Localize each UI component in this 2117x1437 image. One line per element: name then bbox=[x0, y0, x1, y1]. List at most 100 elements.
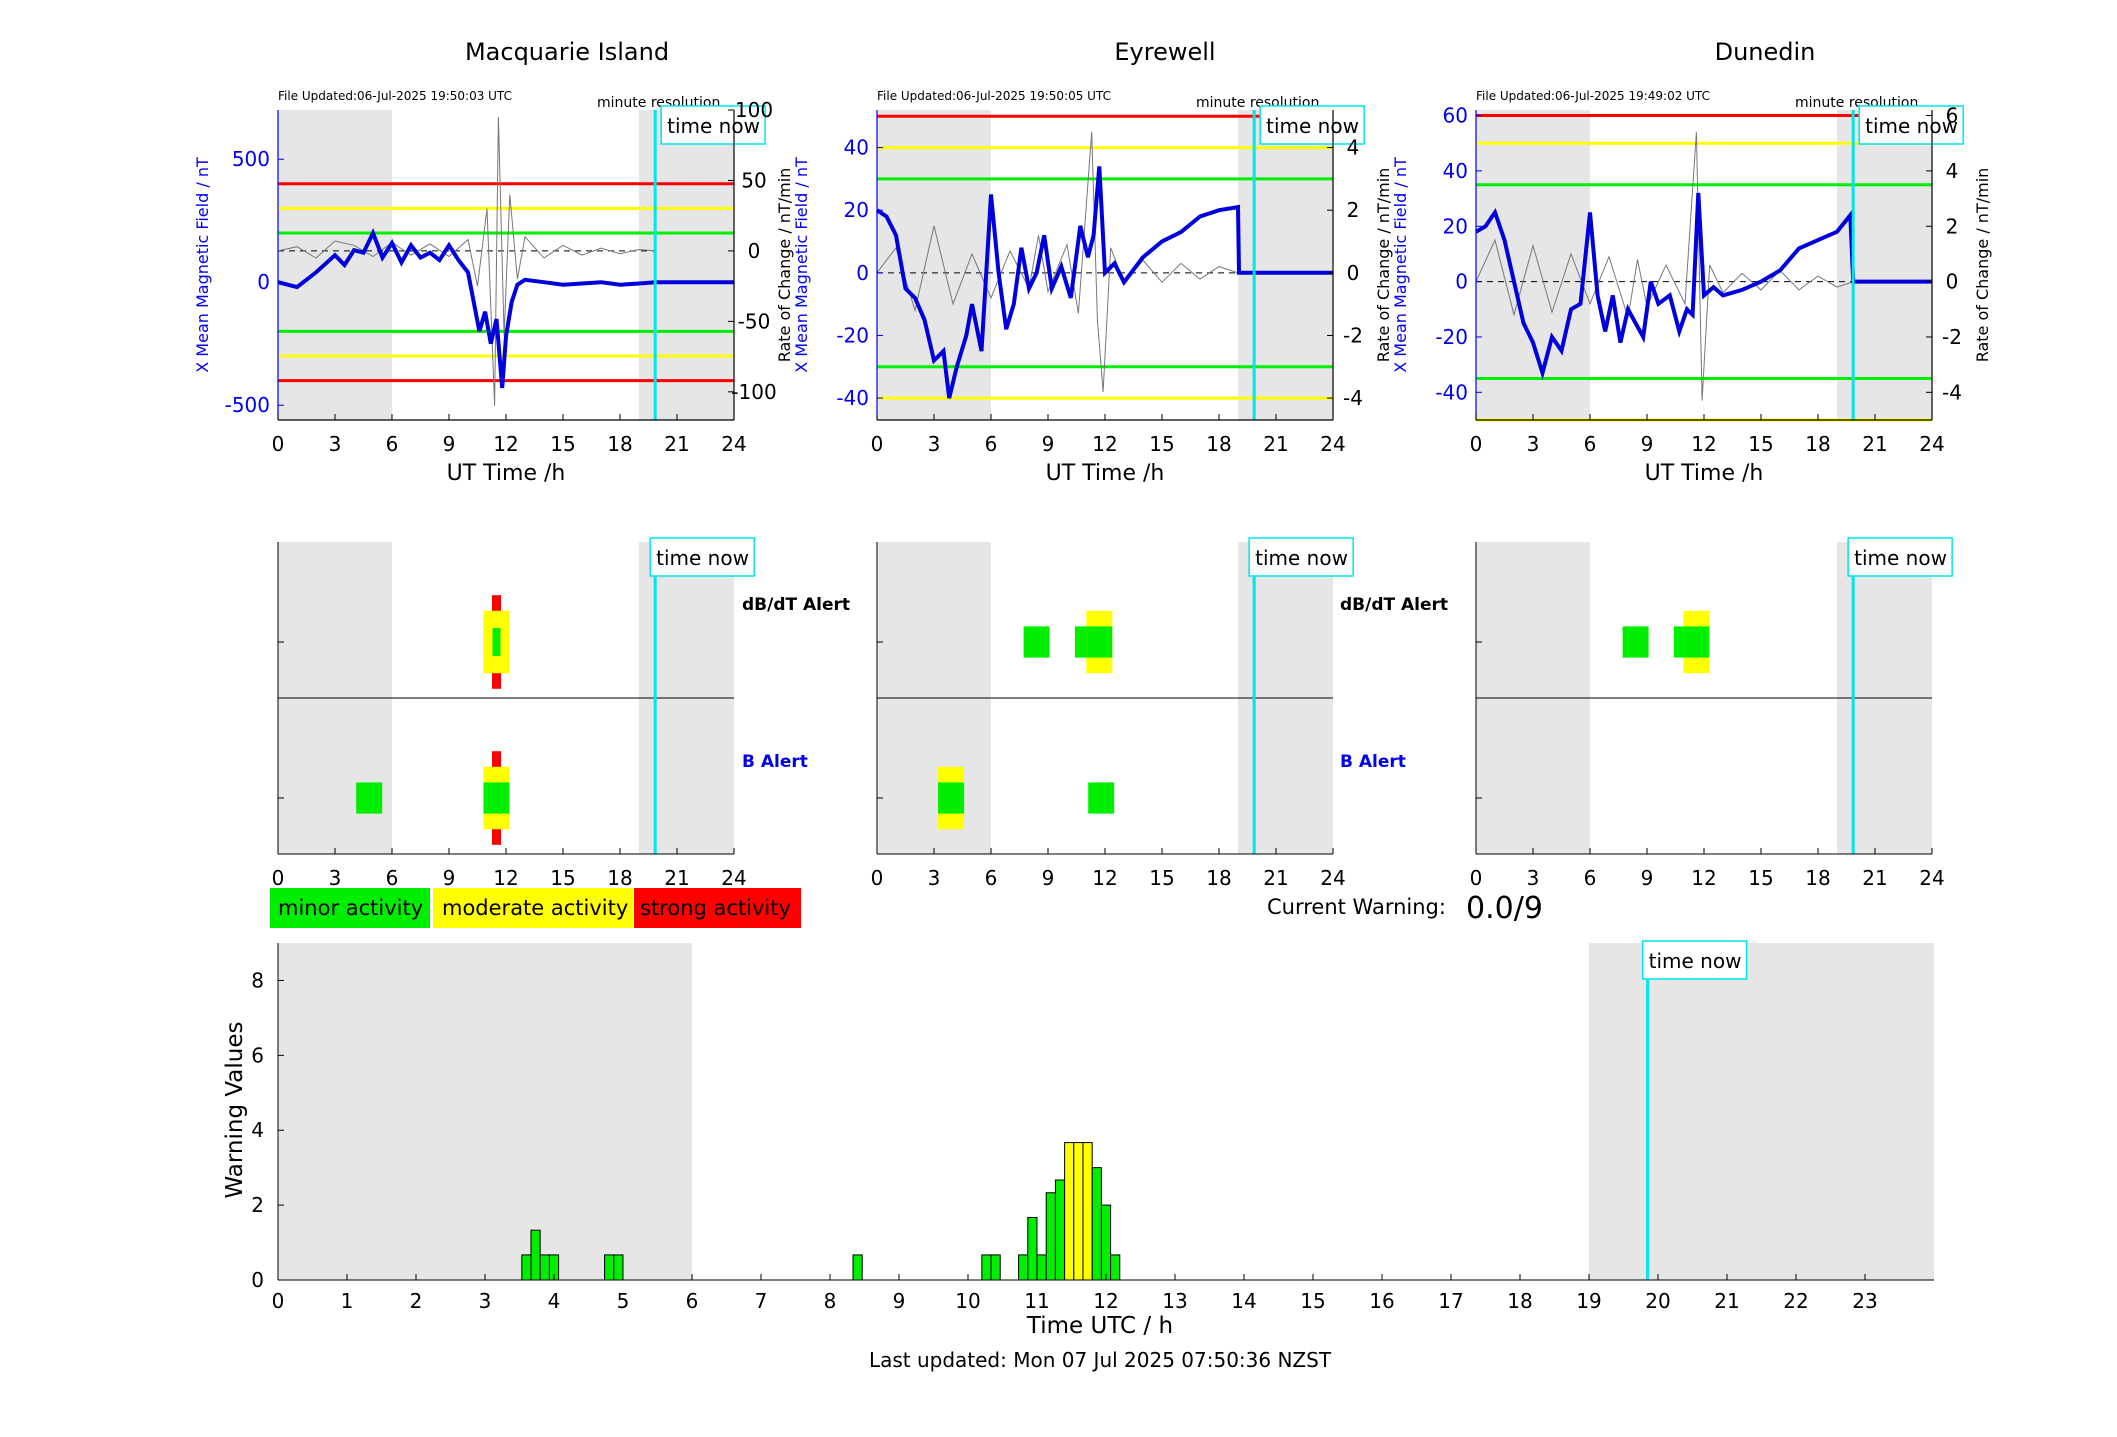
x-tick-label: 18 bbox=[1206, 866, 1231, 890]
x-tick-label: 12 bbox=[1691, 432, 1716, 456]
left-tick-label: 20 bbox=[1443, 214, 1468, 238]
x-tick-label: 24 bbox=[1919, 866, 1944, 890]
x-tick-label: 12 bbox=[1092, 866, 1117, 890]
dbdt-alert-label-eyrewell: dB/dT Alert bbox=[1340, 595, 1448, 615]
x-tick-label: 24 bbox=[721, 866, 746, 890]
dbdt-alert-bar bbox=[1023, 626, 1050, 658]
x-tick-label: 3 bbox=[928, 432, 941, 456]
x-tick-label: 18 bbox=[607, 432, 632, 456]
time-now-box bbox=[649, 537, 755, 577]
x-tick-label: 13 bbox=[1162, 1289, 1187, 1313]
time-now-box bbox=[1847, 537, 1953, 577]
x-tick-label: 18 bbox=[607, 866, 632, 890]
x-tick-label: 0 bbox=[871, 432, 884, 456]
x-tick-label: 9 bbox=[443, 866, 456, 890]
b-alert-bar bbox=[483, 782, 510, 814]
x-tick-label: 0 bbox=[272, 432, 285, 456]
time-now-box bbox=[1259, 105, 1365, 145]
warning-bar bbox=[1110, 1254, 1121, 1281]
x-tick-label: 3 bbox=[1527, 432, 1540, 456]
x-tick-label: 22 bbox=[1783, 1289, 1808, 1313]
x-tick-label: 19 bbox=[1576, 1289, 1601, 1313]
right-axis-label: Rate of Change / nT/min bbox=[1374, 168, 1393, 363]
x-tick-label: 24 bbox=[1320, 866, 1345, 890]
legend-moderate-label: moderate activity bbox=[442, 896, 628, 920]
x-tick-label: 0 bbox=[272, 866, 285, 890]
legend-strong-swatch bbox=[634, 888, 801, 928]
x-tick-label: 18 bbox=[1805, 432, 1830, 456]
x-tick-label: 12 bbox=[1092, 432, 1117, 456]
x-tick-label: 0 bbox=[871, 866, 884, 890]
left-tick-label: -20 bbox=[1435, 325, 1468, 349]
x-tick-label: 2 bbox=[410, 1289, 423, 1313]
warning-bar bbox=[1073, 1142, 1084, 1281]
left-tick-label: 40 bbox=[1443, 159, 1468, 183]
x-tick-label: 9 bbox=[443, 432, 456, 456]
right-tick-label: 100 bbox=[735, 98, 773, 122]
left-tick-label: 500 bbox=[232, 147, 270, 171]
rate-of-change-series bbox=[277, 116, 656, 406]
night-shade bbox=[1589, 943, 1934, 1280]
activity-legend: minor activity moderate activity strong … bbox=[270, 888, 801, 928]
time-now-box bbox=[660, 105, 766, 145]
x-tick-label: 24 bbox=[1320, 432, 1345, 456]
warning-chart-xlabel: Time UTC / h bbox=[1026, 1313, 1173, 1339]
x-tick-label: 21 bbox=[1714, 1289, 1739, 1313]
current-warning-label: Current Warning: bbox=[1267, 895, 1446, 919]
y-tick-label: 8 bbox=[251, 968, 264, 992]
night-shade bbox=[1238, 110, 1333, 420]
right-tick-label: -2 bbox=[1942, 325, 1962, 349]
last-updated: Last updated: Mon 07 Jul 2025 07:50:36 N… bbox=[869, 1348, 1332, 1372]
time-now-label: time now bbox=[1865, 114, 1958, 138]
right-tick-label: -50 bbox=[738, 309, 771, 333]
x-tick-label: 7 bbox=[755, 1289, 768, 1313]
legend-moderate-swatch bbox=[433, 888, 633, 928]
x-tick-label: 0 bbox=[1470, 432, 1483, 456]
x-tick-label: 9 bbox=[1641, 432, 1654, 456]
x-tick-label: 15 bbox=[550, 432, 575, 456]
y-tick-label: 0 bbox=[251, 1268, 264, 1292]
file-updated-dunedin: File Updated:06-Jul-2025 19:49:02 UTC bbox=[1476, 89, 1710, 103]
warning-bar bbox=[604, 1254, 615, 1281]
file-updated-macquarie: File Updated:06-Jul-2025 19:50:03 UTC bbox=[278, 89, 512, 103]
right-tick-label: 6 bbox=[1946, 104, 1959, 128]
right-tick-label: 4 bbox=[1347, 136, 1360, 160]
b-alert-label-eyrewell: B Alert bbox=[1340, 752, 1406, 772]
night-shade bbox=[877, 110, 991, 420]
y-tick-label: 4 bbox=[251, 1118, 264, 1142]
x-tick-label: 20 bbox=[1645, 1289, 1670, 1313]
legend-minor-swatch bbox=[270, 888, 430, 928]
time-now-label: time now bbox=[667, 114, 760, 138]
x-tick-label: 3 bbox=[329, 866, 342, 890]
b-alert-bar bbox=[356, 782, 383, 814]
x-tick-label: 6 bbox=[985, 866, 998, 890]
left-axis-label: X Mean Magnetic Field / nT bbox=[193, 157, 212, 373]
x-tick-label: 15 bbox=[1149, 866, 1174, 890]
dbdt-alert-bar bbox=[492, 627, 501, 657]
right-axis-label: Rate of Change / nT/min bbox=[1973, 168, 1992, 363]
right-tick-label: -4 bbox=[1343, 386, 1363, 410]
legend-strong-label: strong activity bbox=[640, 896, 791, 920]
x-tick-label: 17 bbox=[1438, 1289, 1463, 1313]
x-axis-label: UT Time /h bbox=[1645, 461, 1764, 486]
x-tick-label: 21 bbox=[1263, 432, 1288, 456]
night-shade bbox=[1476, 110, 1590, 420]
x-tick-label: 3 bbox=[1527, 866, 1540, 890]
right-tick-label: 2 bbox=[1946, 214, 1959, 238]
x-axis-label: UT Time /h bbox=[447, 461, 566, 486]
warning-bar bbox=[990, 1254, 1001, 1281]
right-tick-label: -100 bbox=[731, 380, 776, 404]
current-warning-value: 0.0/9 bbox=[1466, 891, 1543, 926]
station-title-macquarie: Macquarie Island bbox=[465, 38, 669, 66]
time-now-label: time now bbox=[1854, 546, 1947, 570]
right-tick-label: 0 bbox=[748, 239, 761, 263]
x-tick-label: 15 bbox=[1748, 432, 1773, 456]
x-tick-label: 9 bbox=[1042, 432, 1055, 456]
x-tick-label: 15 bbox=[1149, 432, 1174, 456]
left-tick-label: 0 bbox=[1455, 270, 1468, 294]
x-tick-label: 0 bbox=[1470, 866, 1483, 890]
left-axis-label: X Mean Magnetic Field / nT bbox=[1391, 157, 1410, 373]
x-tick-label: 5 bbox=[617, 1289, 630, 1313]
station-title-dunedin: Dunedin bbox=[1715, 38, 1816, 66]
